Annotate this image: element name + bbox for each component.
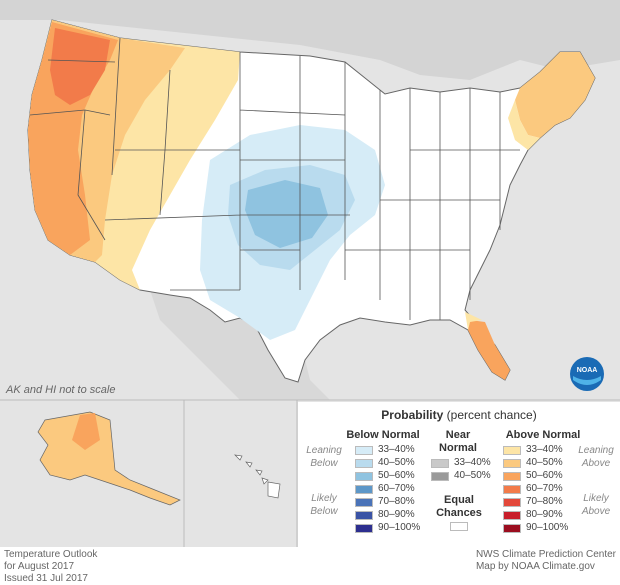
footer-right: NWS Climate Prediction Center Map by NOA…: [476, 549, 616, 573]
above-normal-swatch: [503, 459, 521, 468]
legend: Probability (percent chance) Below Norma…: [298, 402, 620, 547]
above-normal-swatch: [503, 498, 521, 507]
below-normal-range-label: 40–50%: [378, 457, 415, 468]
likely-above-label: Likely Above: [581, 493, 611, 517]
noaa-logo: NOAA: [569, 356, 605, 392]
above-normal-range-label: 80–90%: [526, 509, 563, 520]
noaa-logo-text: NOAA: [577, 367, 598, 374]
above-normal-swatch: [503, 472, 521, 481]
issue-date: Issued 31 Jul 2017: [4, 573, 88, 584]
below-normal-range-label: 90–100%: [378, 522, 421, 533]
above-normal-range-label: 70–80%: [526, 496, 563, 507]
above-normal-range-label: 33–40%: [526, 444, 563, 455]
above-normal-header: Above Normal: [505, 429, 581, 441]
above-normal-range-label: 40–50%: [526, 457, 563, 468]
near-normal-swatch: [431, 459, 449, 468]
above-normal-swatch: [503, 485, 521, 494]
near-normal-range-label: 33–40%: [454, 457, 491, 468]
alaska-shape: [37, 411, 181, 506]
below-normal-range-label: 70–80%: [378, 496, 415, 507]
below-normal-range-label: 80–90%: [378, 509, 415, 520]
above-normal-range-label: 60–70%: [526, 483, 563, 494]
near-normal-range-label: 40–50%: [454, 470, 491, 481]
below-normal-swatch: [355, 485, 373, 494]
leaning-below-label: Leaning Below: [306, 445, 342, 469]
likely-below-label: Likely Below: [310, 493, 338, 517]
above-normal-swatch: [503, 446, 521, 455]
credit-cpc: NWS Climate Prediction Center: [475, 549, 616, 560]
below-normal-swatch: [355, 472, 373, 481]
above-normal-range-label: 90–100%: [526, 522, 569, 533]
below-normal-swatch: [355, 498, 373, 507]
below-normal-swatch: [355, 511, 373, 520]
above-normal-swatch: [503, 511, 521, 520]
equal-chances-label: Equal Chances: [436, 494, 482, 519]
legend-title: Probability (percent chance): [381, 408, 537, 422]
near-normal-swatch: [431, 472, 449, 481]
below-normal-header: Below Normal: [346, 429, 420, 441]
below-normal-swatch: [355, 446, 373, 455]
below-normal-range-label: 50–60%: [378, 470, 415, 481]
credit-map: Map by NOAA Climate.gov: [475, 561, 595, 572]
outlook-title: Temperature Outlook: [4, 549, 98, 560]
equal-chances-swatch: [450, 522, 468, 531]
near-normal-header: Near Normal: [439, 429, 477, 454]
below-normal-range-label: 60–70%: [378, 483, 415, 494]
below-normal-swatch: [355, 524, 373, 533]
footer-left: Temperature Outlook for August 2017 Issu…: [4, 549, 97, 585]
below-normal-range-label: 33–40%: [378, 444, 415, 455]
above-normal-range-label: 50–60%: [526, 470, 563, 481]
outlook-period: for August 2017: [4, 561, 75, 572]
below-normal-swatch: [355, 459, 373, 468]
leaning-above-label: Leaning Above: [578, 445, 614, 469]
scale-note: AK and HI not to scale: [6, 384, 116, 396]
above-normal-swatch: [503, 524, 521, 533]
